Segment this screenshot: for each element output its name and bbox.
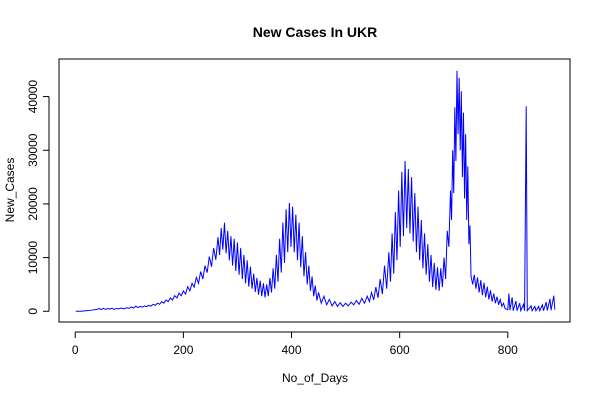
series-line [75, 70, 556, 313]
x-tick-label: 400 [282, 343, 302, 357]
plot-box [58, 58, 571, 323]
y-tick-label: 40000 [26, 80, 40, 114]
y-tick-label: 10000 [26, 241, 40, 275]
x-tick-label: 600 [390, 343, 410, 357]
y-tick-label: 30000 [26, 133, 40, 167]
x-tick-label: 200 [173, 343, 193, 357]
x-tick-label: 800 [498, 343, 518, 357]
x-axis-label: No_of_Days [282, 371, 348, 385]
y-tick-label: 20000 [26, 187, 40, 221]
chart-title: New Cases In UKR [253, 24, 377, 40]
x-axis: 0 200 400 600 800 [72, 331, 518, 357]
y-tick-label: 0 [26, 308, 40, 315]
y-axis: 0 10000 20000 30000 40000 [26, 80, 50, 315]
x-tick-label: 0 [72, 343, 79, 357]
y-axis-label: New_Cases [3, 158, 17, 223]
